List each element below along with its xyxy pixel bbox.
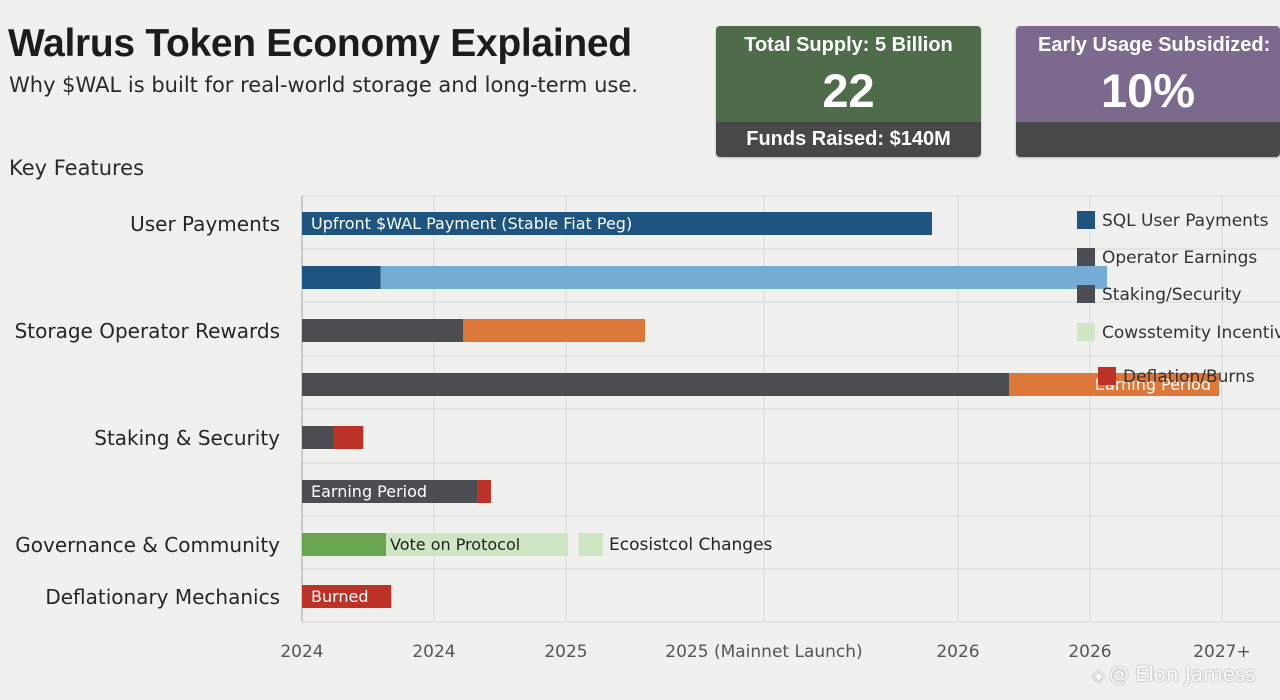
watermark-text: @ Elon Jamess	[1109, 662, 1256, 686]
bar-segment	[302, 373, 1009, 396]
bar-label: Upfront $WAL Payment (Stable Fiat Peg)	[311, 214, 632, 233]
category-label: User Payments	[130, 212, 280, 236]
bar-segment	[386, 533, 568, 556]
bar-label: Earning Period	[311, 482, 427, 501]
early-usage-value: 10%	[1100, 64, 1196, 117]
bar-segment	[302, 426, 334, 449]
x-tick-label: 2024	[280, 642, 323, 662]
section-label: Key Features	[9, 156, 145, 180]
page-subtitle: Why $WAL is built for real-world storage…	[9, 73, 638, 97]
legend-swatch	[1098, 367, 1116, 385]
bar-segment	[302, 480, 477, 503]
bar-segment	[477, 480, 491, 503]
legend-swatch	[1077, 211, 1095, 229]
legend-swatch	[1077, 323, 1095, 341]
category-label: Governance & Community	[15, 533, 280, 557]
total-supply-value: 22	[822, 64, 875, 117]
binance-logo-icon: ◈	[1092, 666, 1106, 686]
bar-segment	[302, 585, 392, 608]
bar-segment	[302, 266, 381, 289]
bar-label: Earning Period	[1095, 375, 1211, 394]
x-tick-label: 2026	[1068, 642, 1111, 662]
early-usage-card: Early Usage Subsidized: 10%	[1016, 26, 1280, 157]
x-tick-label: 2025 (Mainnet Launch)	[665, 642, 862, 662]
bar-segment	[578, 533, 603, 556]
bar-segment	[302, 212, 932, 235]
category-label: Deflationary Mechanics	[45, 585, 280, 609]
legend-label: SQL User Payments	[1102, 211, 1269, 231]
x-tick-label: 2026	[936, 642, 979, 662]
legend-swatch	[1077, 285, 1095, 303]
total-supply-label: Total Supply: 5 Billion	[744, 34, 953, 56]
x-tick-label: 2027+	[1193, 642, 1251, 662]
bar-segment	[333, 426, 364, 449]
bar-label: Ecosistcol Changes	[609, 535, 773, 555]
funds-raised-label: Funds Raised: $140M	[716, 122, 981, 157]
legend-label: Cowsstemity Incentives	[1102, 323, 1280, 343]
total-supply-card: Total Supply: 5 Billion 22 Funds Raised:…	[716, 26, 981, 157]
bar-segment	[302, 533, 386, 556]
legend-label: Staking/Security	[1102, 285, 1242, 305]
legend-label: Operator Earnings	[1102, 248, 1257, 268]
x-tick-label: 2025	[544, 642, 587, 662]
bar-label: Burned	[311, 587, 369, 606]
category-label: Staking & Security	[94, 426, 280, 450]
page-title: Walrus Token Economy Explained	[8, 22, 632, 65]
legend-swatch	[1077, 248, 1095, 266]
early-usage-card-footer	[1016, 122, 1280, 157]
early-usage-card-top: Early Usage Subsidized: 10%	[1016, 26, 1280, 122]
bar-segment	[380, 266, 1107, 289]
total-supply-card-top: Total Supply: 5 Billion 22	[716, 26, 981, 122]
legend-label: Deflation/Burns	[1123, 367, 1255, 387]
bar-segment	[463, 319, 645, 342]
watermark: ◈ @ Elon Jamess	[1092, 662, 1256, 686]
early-usage-label: Early Usage Subsidized:	[1038, 34, 1271, 56]
bar-label: Vote on Protocol	[390, 535, 520, 554]
x-tick-label: 2024	[412, 642, 455, 662]
bar-segment	[302, 319, 463, 342]
category-label: Storage Operator Rewards	[15, 319, 280, 343]
